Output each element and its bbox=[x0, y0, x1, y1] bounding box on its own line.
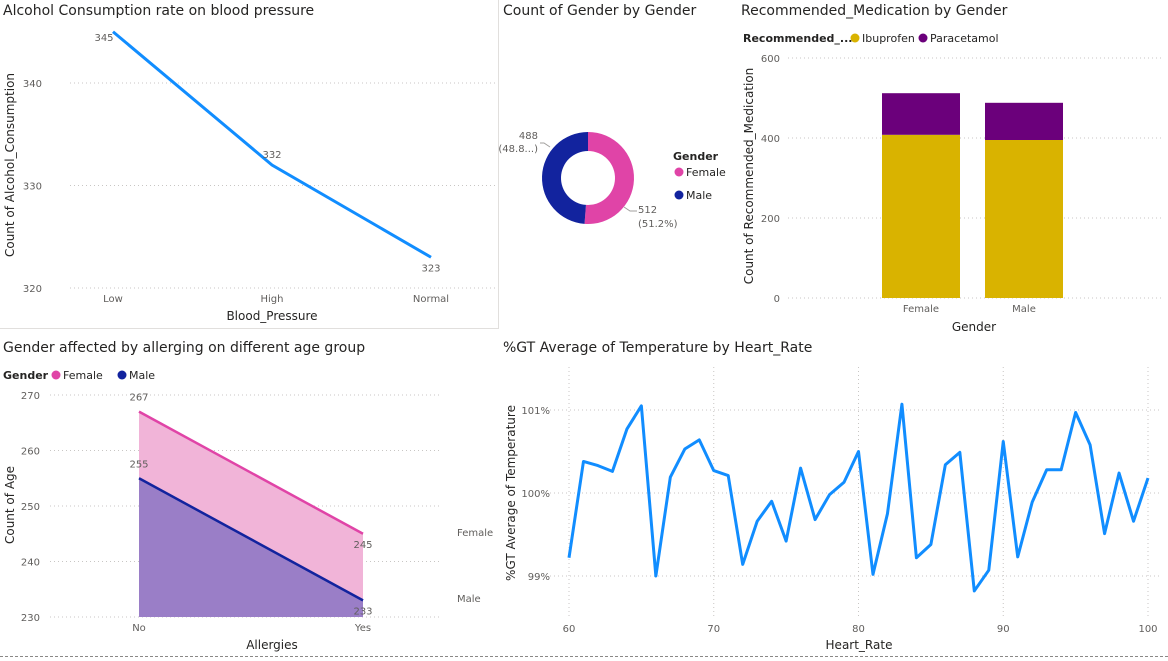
data-label: 345 bbox=[94, 33, 113, 44]
chart-title: %GT Average of Temperature by Heart_Rate bbox=[503, 340, 813, 356]
series-line-female bbox=[138, 410, 364, 535]
legend-marker bbox=[51, 370, 61, 380]
temperature-line-chart: 99% 100% 101% 60 70 80 90 100 Heart_Rate %GT Aver… bbox=[504, 367, 1162, 652]
y-axis-title: Count of Recommended_Medication bbox=[742, 68, 756, 285]
x-tick-label: 90 bbox=[997, 624, 1010, 635]
gender-donut-panel[interactable]: Count of Gender by Gender 512 (51.2%) 488 (… bbox=[498, 0, 736, 328]
legend-marker bbox=[674, 190, 684, 200]
y-tick-label: 100% bbox=[521, 489, 550, 500]
legend-title: Recommended_... bbox=[743, 32, 852, 45]
alcohol-chart-panel[interactable]: Alcohol Consumption rate on blood pressu… bbox=[0, 0, 499, 329]
x-tick-label: 60 bbox=[563, 624, 576, 635]
medication-stacked-bar-chart: Recommended_... Ibuprofen Paracetamol 0 200 4… bbox=[742, 32, 1163, 334]
y-tick-label: 260 bbox=[21, 447, 40, 458]
x-tick-label: 70 bbox=[707, 624, 720, 635]
area-male bbox=[139, 478, 363, 617]
chart-title: Recommended_Medication by Gender bbox=[741, 3, 1008, 19]
slice-label-value: 488 bbox=[519, 131, 538, 142]
x-tick-label: Normal bbox=[413, 294, 449, 305]
y-tick-label: 240 bbox=[21, 558, 40, 569]
y-tick-label: 230 bbox=[21, 613, 40, 624]
legend-marker bbox=[918, 33, 928, 43]
y-axis-title: %GT Average of Temperature bbox=[504, 405, 518, 581]
page-bottom-divider bbox=[0, 656, 1168, 657]
gender-donut-chart: 512 (51.2%) 488 (48.8...) Gender Female Male bbox=[498, 131, 726, 230]
donut-slice-female bbox=[584, 132, 635, 224]
allergies-area-chart: Gender Female Male 230 240 250 260 270 267 255 245… bbox=[3, 369, 493, 652]
y-tick-label: 200 bbox=[761, 214, 780, 225]
y-tick-label: 330 bbox=[23, 182, 42, 193]
x-axis-title: Blood_Pressure bbox=[226, 309, 317, 323]
legend-item: Male bbox=[129, 369, 155, 382]
x-tick-label: 100 bbox=[1138, 624, 1157, 635]
x-tick-label: Low bbox=[103, 294, 123, 305]
bar-ibuprofen-female bbox=[882, 134, 960, 298]
legend-item: Female bbox=[63, 369, 103, 382]
legend-item: Male bbox=[686, 189, 712, 202]
y-tick-label: 250 bbox=[21, 502, 40, 513]
y-tick-label: 0 bbox=[774, 294, 780, 305]
bar-paracetamol-male bbox=[985, 102, 1063, 140]
y-tick-label: 400 bbox=[761, 134, 780, 145]
series-end-label: Male bbox=[457, 594, 481, 605]
data-label: 323 bbox=[421, 263, 440, 274]
y-tick-label: 270 bbox=[21, 391, 40, 402]
x-axis-title: Heart_Rate bbox=[826, 638, 893, 652]
y-tick-label: 320 bbox=[23, 284, 42, 295]
legend-title: Gender bbox=[673, 150, 719, 163]
legend-marker bbox=[117, 370, 127, 380]
data-label: 255 bbox=[129, 459, 148, 470]
legend-item: Female bbox=[686, 166, 726, 179]
donut-slice-male bbox=[542, 132, 588, 224]
legend-title: Gender bbox=[3, 369, 49, 382]
legend-item: Ibuprofen bbox=[862, 32, 915, 45]
x-tick-label: 80 bbox=[852, 624, 865, 635]
x-tick-label: Yes bbox=[354, 623, 371, 634]
bar-ibuprofen-male bbox=[985, 140, 1063, 298]
bar-paracetamol-female bbox=[882, 93, 960, 135]
y-tick-label: 600 bbox=[761, 54, 780, 65]
data-label: 245 bbox=[353, 540, 372, 551]
allergies-chart-panel[interactable]: Gender affected by allerging on differen… bbox=[0, 337, 498, 655]
y-tick-label: 340 bbox=[23, 79, 42, 90]
series-line-male bbox=[138, 477, 364, 602]
legend-marker bbox=[850, 33, 860, 43]
legend-marker bbox=[674, 167, 684, 177]
chart-title: Count of Gender by Gender bbox=[503, 3, 697, 19]
data-label: 267 bbox=[129, 393, 148, 404]
x-tick-label: Male bbox=[1012, 304, 1036, 315]
chart-title: Alcohol Consumption rate on blood pressu… bbox=[3, 3, 315, 19]
series-line bbox=[567, 402, 1150, 593]
slice-leader-line bbox=[623, 206, 637, 212]
x-tick-label: Female bbox=[903, 304, 939, 315]
slice-label-percent: (48.8...) bbox=[498, 144, 538, 155]
slice-label-percent: (51.2%) bbox=[638, 219, 678, 230]
x-tick-label: High bbox=[261, 294, 284, 305]
medication-chart-panel[interactable]: Recommended_Medication by Gender Recomme… bbox=[738, 0, 1168, 338]
y-axis-title: Count of Age bbox=[3, 466, 17, 544]
y-axis-title: Count of Alcohol_Consumption bbox=[3, 73, 17, 257]
y-tick-label: 99% bbox=[528, 572, 550, 583]
temperature-chart-panel[interactable]: %GT Average of Temperature by Heart_Rate… bbox=[500, 337, 1168, 655]
series-end-label: Female bbox=[457, 528, 493, 539]
legend-item: Paracetamol bbox=[930, 32, 999, 45]
x-axis-title: Gender bbox=[952, 320, 996, 334]
data-label: 332 bbox=[262, 150, 281, 161]
series-line bbox=[112, 30, 432, 259]
x-axis-title: Allergies bbox=[246, 638, 298, 652]
y-tick-label: 101% bbox=[521, 406, 550, 417]
slice-label-value: 512 bbox=[638, 205, 657, 216]
x-tick-label: No bbox=[132, 623, 146, 634]
slice-leader-line bbox=[540, 142, 551, 148]
data-label: 233 bbox=[353, 606, 372, 617]
chart-title: Gender affected by allerging on differen… bbox=[3, 340, 366, 356]
alcohol-line-chart: 320 330 340 Low High Normal 345 332 323 Blood_Pre… bbox=[3, 30, 495, 323]
